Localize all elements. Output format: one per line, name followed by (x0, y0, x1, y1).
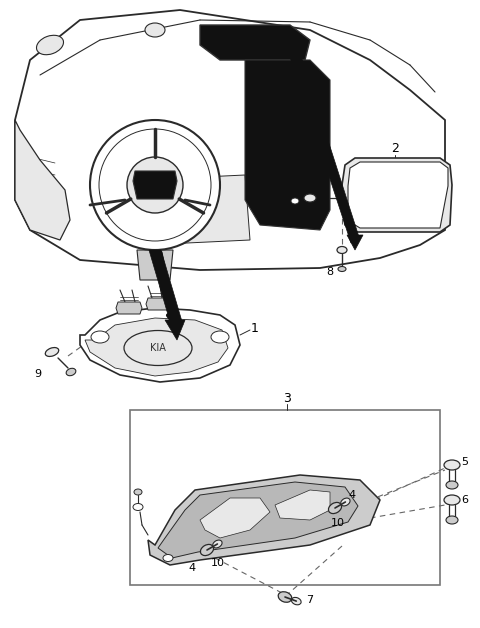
Ellipse shape (163, 555, 173, 561)
Circle shape (99, 129, 211, 241)
Polygon shape (290, 53, 359, 243)
Text: 4: 4 (189, 563, 195, 573)
Ellipse shape (66, 368, 76, 376)
Ellipse shape (446, 516, 458, 524)
Polygon shape (275, 490, 330, 520)
Circle shape (90, 120, 220, 250)
Polygon shape (137, 250, 173, 280)
Text: 9: 9 (35, 369, 42, 379)
Polygon shape (146, 298, 172, 310)
Text: 8: 8 (326, 267, 334, 277)
Ellipse shape (278, 592, 292, 602)
Ellipse shape (133, 504, 143, 511)
Ellipse shape (444, 495, 460, 505)
Polygon shape (116, 302, 142, 314)
Ellipse shape (201, 544, 214, 556)
Polygon shape (165, 320, 185, 340)
Ellipse shape (446, 481, 458, 489)
Text: 5: 5 (461, 457, 468, 467)
Ellipse shape (341, 498, 350, 506)
Polygon shape (140, 175, 250, 245)
Ellipse shape (291, 597, 301, 605)
Ellipse shape (124, 330, 192, 365)
Ellipse shape (91, 331, 109, 343)
Text: 3: 3 (283, 391, 291, 404)
Text: 1: 1 (251, 322, 259, 335)
Text: 2: 2 (391, 141, 399, 154)
Polygon shape (200, 25, 310, 60)
Circle shape (127, 157, 183, 213)
Text: 10: 10 (331, 518, 345, 528)
Polygon shape (85, 318, 228, 376)
Text: 4: 4 (348, 490, 356, 500)
Bar (130, 410, 440, 585)
Polygon shape (15, 120, 70, 240)
Polygon shape (200, 498, 270, 538)
Ellipse shape (145, 23, 165, 37)
Ellipse shape (36, 35, 63, 55)
Ellipse shape (338, 266, 346, 271)
Text: KIA: KIA (150, 343, 166, 353)
Polygon shape (80, 308, 240, 382)
Polygon shape (148, 475, 380, 565)
Ellipse shape (328, 502, 342, 514)
Ellipse shape (444, 460, 460, 470)
Ellipse shape (337, 247, 347, 254)
Polygon shape (342, 158, 452, 232)
Polygon shape (158, 482, 358, 558)
Polygon shape (347, 235, 363, 250)
Ellipse shape (134, 489, 142, 495)
Polygon shape (149, 250, 183, 325)
Text: 6: 6 (461, 495, 468, 505)
Polygon shape (348, 162, 448, 228)
Text: 10: 10 (211, 558, 225, 568)
Ellipse shape (304, 194, 316, 202)
Text: 7: 7 (306, 595, 313, 605)
Ellipse shape (213, 540, 222, 548)
Ellipse shape (45, 347, 59, 357)
Polygon shape (133, 171, 177, 199)
Ellipse shape (291, 198, 299, 204)
Polygon shape (245, 60, 330, 230)
Polygon shape (15, 10, 445, 270)
Ellipse shape (211, 331, 229, 343)
